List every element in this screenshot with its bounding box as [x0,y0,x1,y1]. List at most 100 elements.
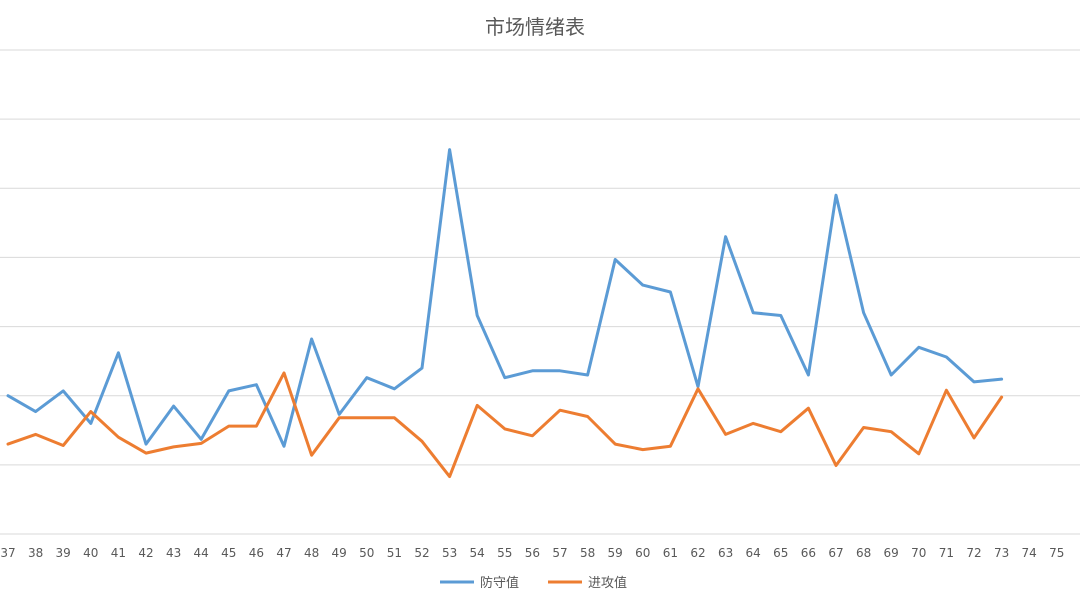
x-tick-label: 69 [884,546,899,560]
data-point [255,383,258,386]
data-point [752,311,755,314]
x-tick-label: 53 [442,546,457,560]
data-point [117,351,120,354]
x-tick-label: 59 [608,546,623,560]
data-point [669,445,672,448]
data-point [448,475,451,478]
x-tick-label: 65 [773,546,788,560]
x-tick-label: 70 [911,546,926,560]
legend-item: 防守值 [440,575,519,591]
data-point [255,425,258,428]
x-tick-label: 64 [746,546,761,560]
x-tick-label: 71 [939,546,954,560]
legend: 防守值 进攻值 [440,575,627,591]
data-point [917,346,920,349]
data-point [835,464,838,467]
data-point [145,443,148,446]
data-point [310,338,313,341]
data-point [476,404,479,407]
data-point [310,454,313,457]
data-point [945,389,948,392]
data-point [365,376,368,379]
series-layer [6,148,1004,479]
x-axis-labels: 37 38 39 40 41 42 43 44 45 46 47 48 49 50 51 52 53 54 55 56… [0,546,1064,560]
data-point [862,426,865,429]
data-point [641,284,644,287]
data-point [421,440,424,443]
x-tick-label: 47 [276,546,291,560]
data-point [89,410,92,413]
data-point [145,452,148,455]
data-point [807,373,810,376]
x-tick-label: 60 [635,546,650,560]
data-point [34,433,37,436]
data-point [62,444,65,447]
x-tick-label: 58 [580,546,595,560]
data-point [586,415,589,418]
data-point [973,380,976,383]
x-tick-label: 52 [414,546,429,560]
x-tick-label: 73 [994,546,1009,560]
x-tick-label: 66 [801,546,816,560]
data-point [973,436,976,439]
data-point [669,291,672,294]
x-tick-label: 41 [111,546,126,560]
data-point [559,369,562,372]
data-point [807,407,810,410]
x-tick-label: 49 [332,546,347,560]
x-tick-label: 45 [221,546,236,560]
legend-item: 进攻值 [548,575,627,591]
x-tick-label: 50 [359,546,374,560]
data-point [779,430,782,433]
data-point [503,376,506,379]
data-point [338,416,341,419]
data-point [697,387,700,390]
x-tick-label: 40 [83,546,98,560]
x-tick-label: 75 [1049,546,1064,560]
data-point [945,355,948,358]
data-point [200,438,203,441]
data-point [724,433,727,436]
data-point [724,235,727,238]
data-point [1000,396,1003,399]
data-point [890,373,893,376]
x-tick-label: 38 [28,546,43,560]
x-tick-label: 55 [497,546,512,560]
x-tick-label: 44 [194,546,209,560]
data-point [917,452,920,455]
data-point [7,394,10,397]
x-tick-label: 51 [387,546,402,560]
data-point [476,314,479,317]
data-point [614,443,617,446]
series-1 [6,148,1004,448]
data-point [890,430,893,433]
data-point [283,371,286,374]
data-point [835,194,838,197]
data-point [448,148,451,151]
data-point [365,416,368,419]
data-point [503,427,506,430]
x-tick-label: 67 [828,546,843,560]
x-tick-label: 39 [56,546,71,560]
data-point [393,387,396,390]
data-point [531,434,534,437]
data-point [227,425,230,428]
x-tick-label: 42 [138,546,153,560]
x-tick-label: 56 [525,546,540,560]
x-tick-label: 68 [856,546,871,560]
series-line [6,371,1004,479]
data-point [172,445,175,448]
data-point [283,445,286,448]
data-point [62,389,65,392]
data-point [862,311,865,314]
x-tick-label: 37 [0,546,15,560]
data-point [227,389,230,392]
legend-label: 防守值 [480,575,519,591]
data-point [200,442,203,445]
chart-title: 市场情绪表 [485,15,585,39]
data-point [559,409,562,412]
grid-layer [0,49,1080,535]
x-tick-label: 48 [304,546,319,560]
x-tick-label: 63 [718,546,733,560]
